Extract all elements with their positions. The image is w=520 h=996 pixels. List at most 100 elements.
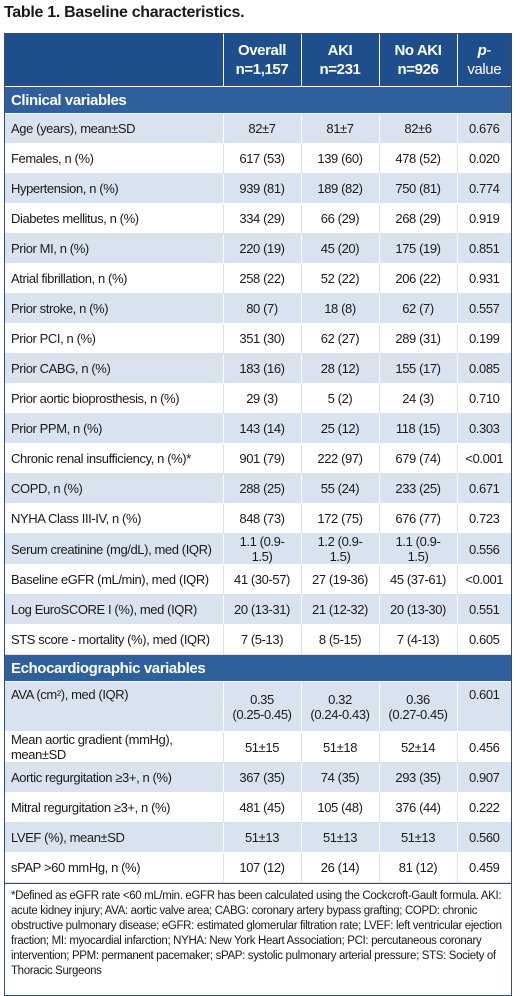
table-row: Hypertension, n (%) 939 (81) 189 (82) 750 (… bbox=[5, 173, 511, 204]
cell-overall: 1.1 (0.9-1.5) bbox=[223, 533, 302, 565]
cell-aki-value: 0.32 bbox=[328, 691, 352, 707]
table-row: COPD, n (%) 288 (25) 55 (24) 233 (25) 0.671 bbox=[5, 473, 511, 504]
cell-no-aki-value: 0.36 bbox=[406, 691, 430, 707]
row-label: Prior CABG, n (%) bbox=[5, 353, 224, 384]
cell-aki: 8 (5-15) bbox=[301, 624, 380, 655]
cell-aki: 81±7 bbox=[301, 113, 380, 144]
table-row: Mitral regurgitation ≥3+, n (%) 481 (45) 1… bbox=[5, 792, 511, 823]
cell-aki: 21 (12-32) bbox=[301, 594, 380, 625]
row-label: Atrial fibrillation, n (%) bbox=[5, 263, 224, 294]
cell-no-aki: 82±6 bbox=[379, 113, 458, 144]
cell-aki: 27 (19-36) bbox=[301, 564, 380, 595]
table-row: Prior PCI, n (%) 351 (30) 62 (27) 289 (31) 0… bbox=[5, 323, 511, 354]
header-variable bbox=[5, 34, 224, 87]
cell-aki: 222 (97) bbox=[301, 443, 380, 474]
cell-no-aki: 0.36 (0.27-0.45) bbox=[379, 681, 458, 732]
header-aki-n: n=231 bbox=[319, 61, 361, 78]
cell-p-value: 0.931 bbox=[457, 263, 511, 294]
cell-aki: 66 (29) bbox=[301, 203, 380, 234]
cell-overall: 7 (5-13) bbox=[223, 624, 302, 655]
row-label: Serum creatinine (mg/dL), med (IQR) bbox=[5, 533, 224, 565]
cell-overall: 51±13 bbox=[223, 822, 302, 853]
cell-no-aki: 676 (77) bbox=[379, 503, 458, 534]
cell-aki: 26 (14) bbox=[301, 852, 380, 883]
row-label: Prior PCI, n (%) bbox=[5, 323, 224, 354]
table-row: Baseline eGFR (mL/min), med (IQR) 41 (30-… bbox=[5, 564, 511, 595]
table-row: Atrial fibrillation, n (%) 258 (22) 52 (22… bbox=[5, 263, 511, 294]
row-label: Females, n (%) bbox=[5, 143, 224, 174]
header-overall: Overall n=1,157 bbox=[223, 34, 302, 87]
cell-overall: 82±7 bbox=[223, 113, 302, 144]
cell-no-aki: 289 (31) bbox=[379, 323, 458, 354]
cell-no-aki: 155 (17) bbox=[379, 353, 458, 384]
cell-p-value: 0.774 bbox=[457, 173, 511, 204]
cell-no-aki: 51±13 bbox=[379, 822, 458, 853]
row-label: Prior PPM, n (%) bbox=[5, 413, 224, 444]
cell-aki: 52 (22) bbox=[301, 263, 380, 294]
section-echocardiographic-variables: Echocardiographic variables bbox=[5, 654, 511, 682]
cell-overall: 939 (81) bbox=[223, 173, 302, 204]
section-clinical-variables: Clinical variables bbox=[5, 86, 511, 114]
cell-p-value: 0.601 bbox=[457, 681, 511, 732]
cell-aki: 62 (27) bbox=[301, 323, 380, 354]
header-p-italic: p bbox=[477, 42, 487, 59]
row-label: Chronic renal insufficiency, n (%)* bbox=[5, 443, 224, 474]
table-footnote: *Defined as eGFR rate <60 mL/min. eGFR h… bbox=[5, 883, 511, 995]
table-row: STS score - mortality (%), med (IQR) 7 (5… bbox=[5, 624, 511, 655]
cell-aki: 105 (48) bbox=[301, 792, 380, 823]
row-label: COPD, n (%) bbox=[5, 473, 224, 504]
baseline-characteristics-table: Overall n=1,157 AKI n=231 No AKI n=926 p… bbox=[5, 34, 511, 883]
row-label: Hypertension, n (%) bbox=[5, 173, 224, 204]
cell-p-value: 0.556 bbox=[457, 533, 511, 565]
cell-p-value: 0.605 bbox=[457, 624, 511, 655]
cell-overall-iqr: (0.25-0.45) bbox=[232, 706, 292, 722]
cell-overall: 183 (16) bbox=[223, 353, 302, 384]
cell-no-aki: 20 (13-30) bbox=[379, 594, 458, 625]
table-row: Females, n (%) 617 (53) 139 (60) 478 (52) 0.… bbox=[5, 143, 511, 174]
cell-no-aki: 233 (25) bbox=[379, 473, 458, 504]
table-row: Log EuroSCORE I (%), med (IQR) 20 (13-31)… bbox=[5, 594, 511, 625]
cell-overall: 901 (79) bbox=[223, 443, 302, 474]
cell-aki: 18 (8) bbox=[301, 293, 380, 324]
cell-p-value: 0.085 bbox=[457, 353, 511, 384]
section-title: Clinical variables bbox=[5, 86, 511, 114]
cell-overall: 258 (22) bbox=[223, 263, 302, 294]
cell-no-aki: 118 (15) bbox=[379, 413, 458, 444]
cell-p-value: 0.851 bbox=[457, 233, 511, 264]
cell-overall: 80 (7) bbox=[223, 293, 302, 324]
cell-overall: 617 (53) bbox=[223, 143, 302, 174]
cell-p-value: 0.676 bbox=[457, 113, 511, 144]
cell-overall: 41 (30-57) bbox=[223, 564, 302, 595]
cell-aki: 51±18 bbox=[301, 731, 380, 763]
row-label: Diabetes mellitus, n (%) bbox=[5, 203, 224, 234]
cell-no-aki: 376 (44) bbox=[379, 792, 458, 823]
cell-aki: 189 (82) bbox=[301, 173, 380, 204]
cell-overall: 848 (73) bbox=[223, 503, 302, 534]
table-row: Serum creatinine (mg/dL), med (IQR) 1.1 (… bbox=[5, 533, 511, 565]
cell-aki: 139 (60) bbox=[301, 143, 380, 174]
row-label: NYHA Class III-IV, n (%) bbox=[5, 503, 224, 534]
row-label: Mean aortic gradient (mmHg), mean±SD bbox=[5, 731, 224, 763]
table-row: sPAP >60 mmHg, n (%) 107 (12) 26 (14) 81 (1… bbox=[5, 852, 511, 883]
table-header-row: Overall n=1,157 AKI n=231 No AKI n=926 p… bbox=[5, 34, 511, 87]
header-overall-n: n=1,157 bbox=[235, 61, 289, 78]
cell-overall: 220 (19) bbox=[223, 233, 302, 264]
header-no-aki: No AKI n=926 bbox=[379, 34, 458, 87]
row-label: LVEF (%), mean±SD bbox=[5, 822, 224, 853]
cell-overall: 107 (12) bbox=[223, 852, 302, 883]
table-row: Prior MI, n (%) 220 (19) 45 (20) 175 (19) 0.… bbox=[5, 233, 511, 264]
cell-no-aki: 62 (7) bbox=[379, 293, 458, 324]
row-label: Baseline eGFR (mL/min), med (IQR) bbox=[5, 564, 224, 595]
row-label: Prior aortic bioprosthesis, n (%) bbox=[5, 383, 224, 414]
cell-p-value: 0.919 bbox=[457, 203, 511, 234]
cell-aki: 74 (35) bbox=[301, 762, 380, 793]
table-row: Prior aortic bioprosthesis, n (%) 29 (3) 5… bbox=[5, 383, 511, 414]
row-label: Log EuroSCORE I (%), med (IQR) bbox=[5, 594, 224, 625]
cell-aki: 45 (20) bbox=[301, 233, 380, 264]
cell-overall: 29 (3) bbox=[223, 383, 302, 414]
header-overall-label: Overall bbox=[237, 42, 287, 59]
cell-overall-value: 0.35 bbox=[250, 691, 274, 707]
cell-no-aki: 478 (52) bbox=[379, 143, 458, 174]
row-label: AVA (cm²), med (IQR) bbox=[5, 681, 224, 732]
cell-p-value: 0.710 bbox=[457, 383, 511, 414]
